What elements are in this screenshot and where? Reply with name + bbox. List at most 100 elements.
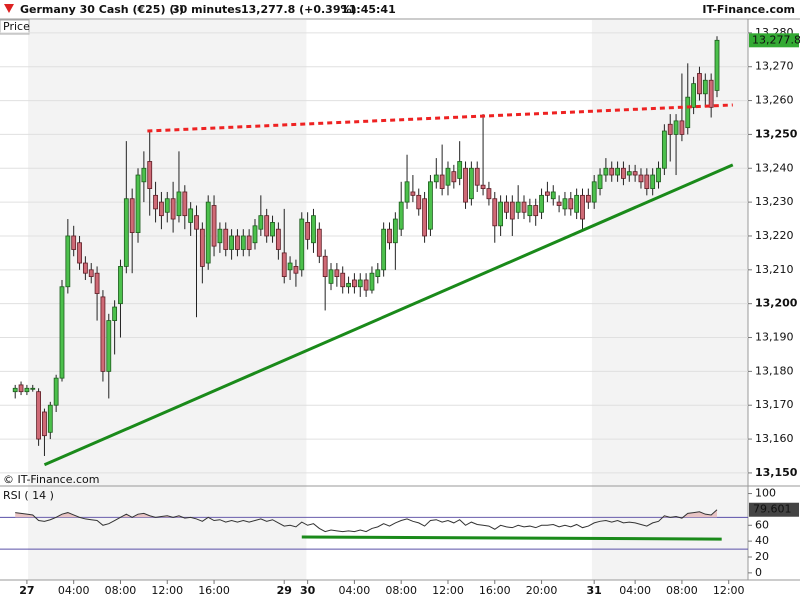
price-label-box (0, 19, 30, 35)
y-tick-label: 13,260 (755, 94, 794, 107)
candle-body (112, 306, 118, 321)
candle-body (59, 286, 65, 379)
candle-body (235, 235, 240, 250)
candle-body (77, 242, 82, 264)
x-tick-label: 20:00 (526, 584, 558, 597)
x-tick-label: 30 (300, 584, 316, 597)
candle-body (82, 262, 88, 274)
candle-body (667, 123, 673, 135)
y-tick-label: 40 (755, 534, 769, 547)
candle-body (340, 272, 346, 288)
candle-body (316, 228, 322, 257)
price-panel-label: Price (3, 20, 30, 33)
x-tick-label: 08:00 (666, 584, 698, 597)
trendline (147, 103, 733, 133)
trendline (301, 535, 722, 541)
timeframe: 30 minutes (172, 3, 242, 16)
y-tick-label: 13,230 (755, 195, 794, 208)
candle-body (71, 235, 77, 250)
y-tick-label: 13,160 (755, 432, 794, 445)
candle-body (36, 391, 41, 440)
candle-body (94, 272, 100, 294)
candle-body (410, 191, 416, 196)
x-tick-label: 12:00 (432, 584, 464, 597)
candle-body (416, 194, 422, 210)
candle-body (199, 228, 205, 267)
candle-body (451, 171, 457, 183)
session-shade (591, 20, 748, 580)
candle-body (135, 174, 141, 233)
candle-body (293, 266, 299, 274)
rsi-line (15, 509, 718, 533)
candle-body (568, 198, 574, 210)
instrument: Germany 30 Cash (€25) (-) (20, 3, 184, 16)
candle-body (299, 218, 305, 271)
candle-body (509, 201, 515, 220)
y-tick-label: 13,210 (755, 263, 794, 276)
watermark: © IT-Finance.com (3, 473, 100, 486)
candle-body (644, 174, 650, 189)
backgrounds (28, 20, 748, 580)
candle-body (539, 194, 544, 213)
y-tick-label: 13,180 (755, 364, 794, 377)
x-tick-label: 31 (587, 584, 602, 597)
candle-body (264, 215, 270, 237)
candle-body (12, 387, 18, 393)
x-tick-label: 04:00 (58, 584, 90, 597)
y-tick-label: 13,220 (755, 229, 794, 242)
candle-body (392, 218, 398, 244)
rsi-panel-label: RSI ( 14 ) (3, 489, 54, 502)
candle-body (118, 266, 123, 305)
candle-body (281, 252, 287, 277)
candle-body (498, 201, 504, 227)
down-arrow-icon (4, 4, 14, 13)
candle-body (556, 201, 562, 206)
candle-body (363, 279, 369, 291)
candle-body (591, 181, 597, 203)
candle-body (404, 181, 410, 203)
candle-body (697, 73, 702, 95)
candle-body (621, 167, 626, 179)
candle-body (369, 272, 375, 291)
x-tick-label: 04:00 (339, 584, 371, 597)
candle-body (398, 201, 404, 230)
candle-body (480, 184, 486, 189)
candle-body (42, 411, 47, 437)
candle-body (211, 205, 217, 247)
rsi-last-tag (749, 502, 799, 517)
candle-body (194, 215, 199, 230)
candle-body (334, 269, 340, 277)
y-tick-label: 100 (755, 487, 776, 500)
candle-body (205, 201, 211, 264)
candle-body (550, 191, 556, 200)
candle-body (24, 387, 30, 393)
y-tick-label: 13,170 (755, 398, 794, 411)
candle-body (328, 269, 334, 284)
y-tick-label: 13,150 (755, 466, 798, 479)
candle-body (153, 194, 158, 210)
candle-body (65, 235, 71, 288)
last-price-tag (749, 33, 799, 48)
brand: IT-Finance.com (702, 3, 795, 16)
x-tick-label: 16:00 (479, 584, 511, 597)
candle-body (322, 255, 328, 277)
candle-body (574, 194, 580, 213)
candle-body (164, 198, 170, 213)
candle-body (685, 96, 691, 129)
candle-body (673, 120, 679, 135)
candle-body (474, 167, 480, 186)
candle-body (603, 167, 609, 176)
y-tick-label: 0 (755, 566, 762, 579)
candle-body (346, 282, 351, 288)
candle-body (188, 208, 194, 223)
candle-body (176, 191, 182, 217)
candle-body (275, 228, 281, 250)
y-tick-label: 13,190 (755, 331, 794, 344)
candle-body (486, 188, 492, 200)
candle-body (533, 205, 539, 217)
candle-body (521, 201, 527, 213)
candle-body (515, 201, 521, 213)
candle-body (352, 279, 357, 288)
candle-body (433, 174, 439, 183)
x-tick-label: 08:00 (105, 584, 137, 597)
